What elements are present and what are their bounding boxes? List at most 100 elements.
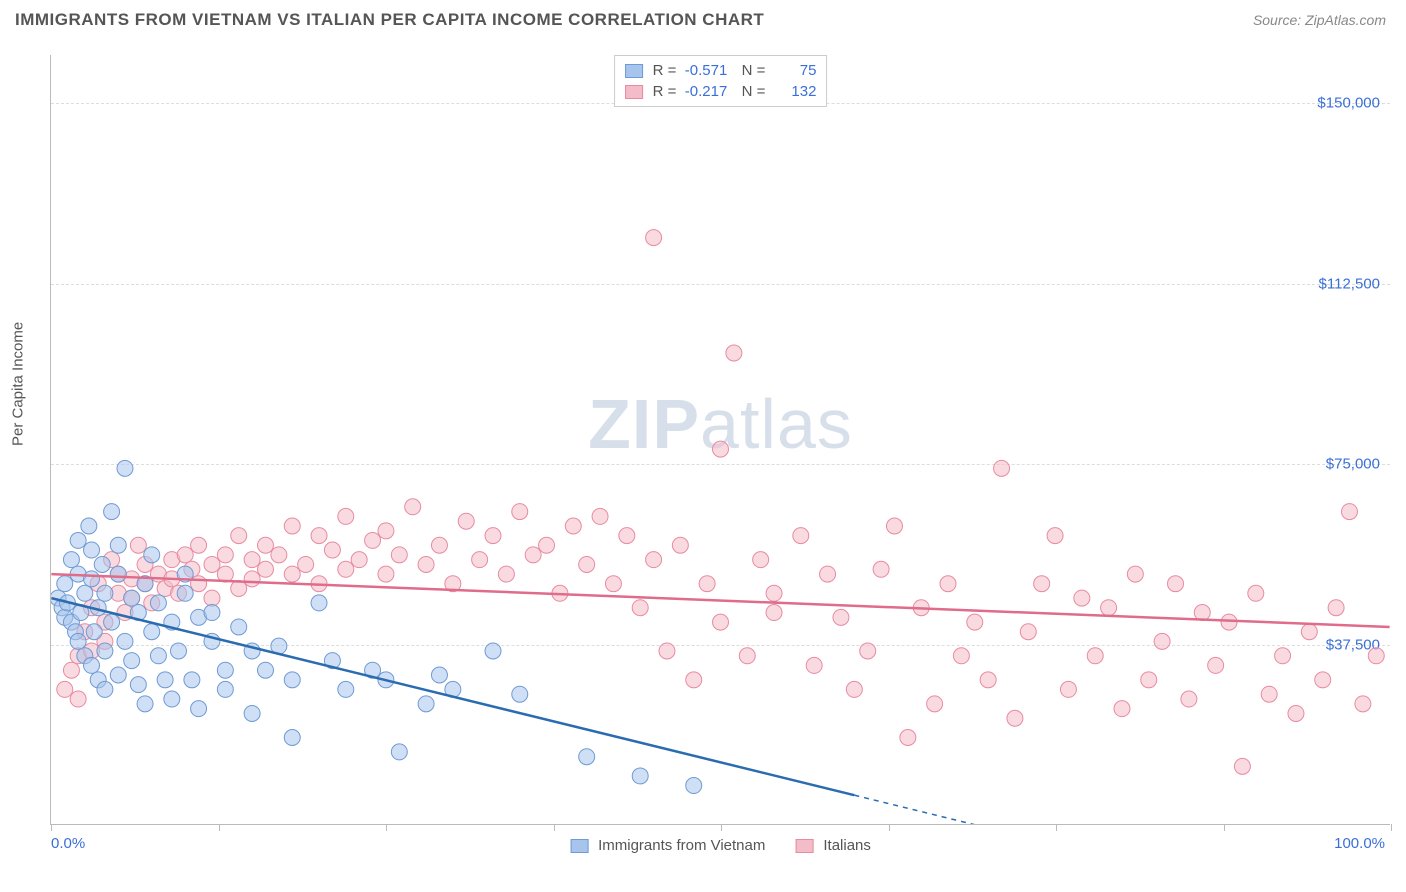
data-point bbox=[739, 648, 755, 664]
legend-row-vietnam: R = -0.571 N = 75 bbox=[625, 60, 817, 81]
data-point bbox=[63, 662, 79, 678]
swatch-vietnam bbox=[625, 64, 643, 78]
data-point bbox=[150, 648, 166, 664]
data-point bbox=[191, 576, 207, 592]
x-tick bbox=[51, 824, 52, 831]
data-point bbox=[579, 749, 595, 765]
data-point bbox=[284, 729, 300, 745]
data-point bbox=[766, 605, 782, 621]
data-point bbox=[1141, 672, 1157, 688]
data-point bbox=[512, 504, 528, 520]
data-point bbox=[77, 585, 93, 601]
data-point bbox=[1341, 504, 1357, 520]
data-point bbox=[1074, 590, 1090, 606]
chart-source: Source: ZipAtlas.com bbox=[1253, 12, 1386, 28]
data-point bbox=[940, 576, 956, 592]
data-point bbox=[110, 667, 126, 683]
data-point bbox=[217, 681, 233, 697]
data-point bbox=[298, 556, 314, 572]
data-point bbox=[512, 686, 528, 702]
data-point bbox=[672, 537, 688, 553]
data-point bbox=[619, 528, 635, 544]
data-point bbox=[338, 681, 354, 697]
data-point bbox=[873, 561, 889, 577]
data-point bbox=[1168, 576, 1184, 592]
x-tick-label: 100.0% bbox=[1334, 835, 1385, 852]
data-point bbox=[177, 585, 193, 601]
data-point bbox=[191, 537, 207, 553]
data-point bbox=[244, 552, 260, 568]
data-point bbox=[130, 677, 146, 693]
data-point bbox=[324, 542, 340, 558]
data-point bbox=[258, 561, 274, 577]
data-point bbox=[57, 576, 73, 592]
data-point bbox=[1007, 710, 1023, 726]
data-point bbox=[1261, 686, 1277, 702]
data-point bbox=[204, 556, 220, 572]
trend-line-dashed bbox=[854, 795, 988, 824]
data-point bbox=[753, 552, 769, 568]
data-point bbox=[284, 672, 300, 688]
data-point bbox=[686, 778, 702, 794]
data-point bbox=[405, 499, 421, 515]
data-point bbox=[117, 460, 133, 476]
legend-row-italians: R = -0.217 N = 132 bbox=[625, 81, 817, 102]
x-tick bbox=[219, 824, 220, 831]
data-point bbox=[565, 518, 581, 534]
data-point bbox=[632, 600, 648, 616]
data-point bbox=[1275, 648, 1291, 664]
data-point bbox=[1221, 614, 1237, 630]
data-point bbox=[525, 547, 541, 563]
y-axis-label: Per Capita Income bbox=[10, 322, 27, 446]
data-point bbox=[1288, 705, 1304, 721]
data-point bbox=[726, 345, 742, 361]
data-point bbox=[97, 643, 113, 659]
data-point bbox=[150, 595, 166, 611]
data-point bbox=[485, 528, 501, 544]
data-point bbox=[144, 547, 160, 563]
swatch-italians-icon bbox=[795, 839, 813, 853]
data-point bbox=[244, 705, 260, 721]
data-point bbox=[378, 566, 394, 582]
data-point bbox=[1301, 624, 1317, 640]
data-point bbox=[84, 542, 100, 558]
data-point bbox=[713, 441, 729, 457]
data-point bbox=[1368, 648, 1384, 664]
data-point bbox=[204, 590, 220, 606]
data-point bbox=[646, 552, 662, 568]
data-point bbox=[1034, 576, 1050, 592]
legend-item-italians: Italians bbox=[795, 837, 871, 854]
legend-label-italians: Italians bbox=[823, 837, 871, 854]
r-value-italians: -0.217 bbox=[682, 81, 727, 102]
data-point bbox=[231, 528, 247, 544]
data-point bbox=[927, 696, 943, 712]
scatter-svg bbox=[51, 55, 1390, 824]
data-point bbox=[579, 556, 595, 572]
plot-area: ZIPatlas R = -0.571 N = 75 R = -0.217 N … bbox=[50, 55, 1390, 825]
data-point bbox=[632, 768, 648, 784]
n-value-italians: 132 bbox=[771, 81, 816, 102]
data-point bbox=[311, 595, 327, 611]
data-point bbox=[130, 537, 146, 553]
data-point bbox=[70, 532, 86, 548]
r-value-vietnam: -0.571 bbox=[682, 60, 727, 81]
data-point bbox=[994, 460, 1010, 476]
data-point bbox=[806, 657, 822, 673]
data-point bbox=[63, 552, 79, 568]
data-point bbox=[104, 504, 120, 520]
data-point bbox=[1060, 681, 1076, 697]
data-point bbox=[485, 643, 501, 659]
data-point bbox=[284, 518, 300, 534]
data-point bbox=[271, 547, 287, 563]
data-point bbox=[833, 609, 849, 625]
data-point bbox=[177, 547, 193, 563]
data-point bbox=[458, 513, 474, 529]
data-point bbox=[81, 518, 97, 534]
data-point bbox=[84, 571, 100, 587]
data-point bbox=[84, 657, 100, 673]
data-point bbox=[418, 696, 434, 712]
data-point bbox=[1127, 566, 1143, 582]
data-point bbox=[110, 566, 126, 582]
data-point bbox=[351, 552, 367, 568]
data-point bbox=[431, 667, 447, 683]
